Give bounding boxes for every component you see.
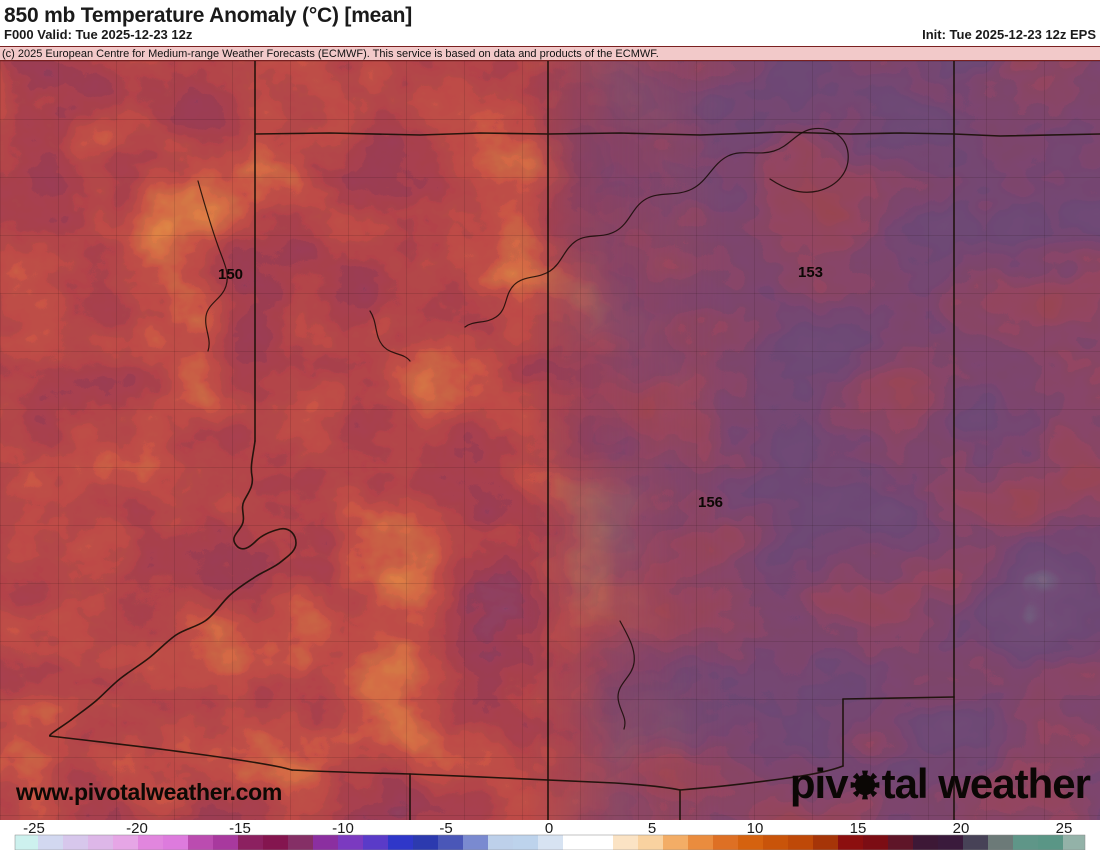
svg-text:5: 5 (648, 820, 656, 837)
svg-text:10: 10 (747, 820, 764, 837)
svg-text:-10: -10 (332, 820, 354, 837)
svg-text:150: 150 (218, 266, 243, 283)
svg-text:-25: -25 (23, 820, 45, 837)
svg-text:-20: -20 (126, 820, 148, 837)
svg-text:15: 15 (850, 820, 867, 837)
svg-text:0: 0 (545, 820, 553, 837)
svg-text:-15: -15 (229, 820, 251, 837)
svg-text:156: 156 (698, 494, 723, 511)
svg-text:-5: -5 (439, 820, 452, 837)
svg-text:25: 25 (1056, 820, 1073, 837)
svg-text:20: 20 (953, 820, 970, 837)
svg-text:153: 153 (798, 264, 823, 281)
